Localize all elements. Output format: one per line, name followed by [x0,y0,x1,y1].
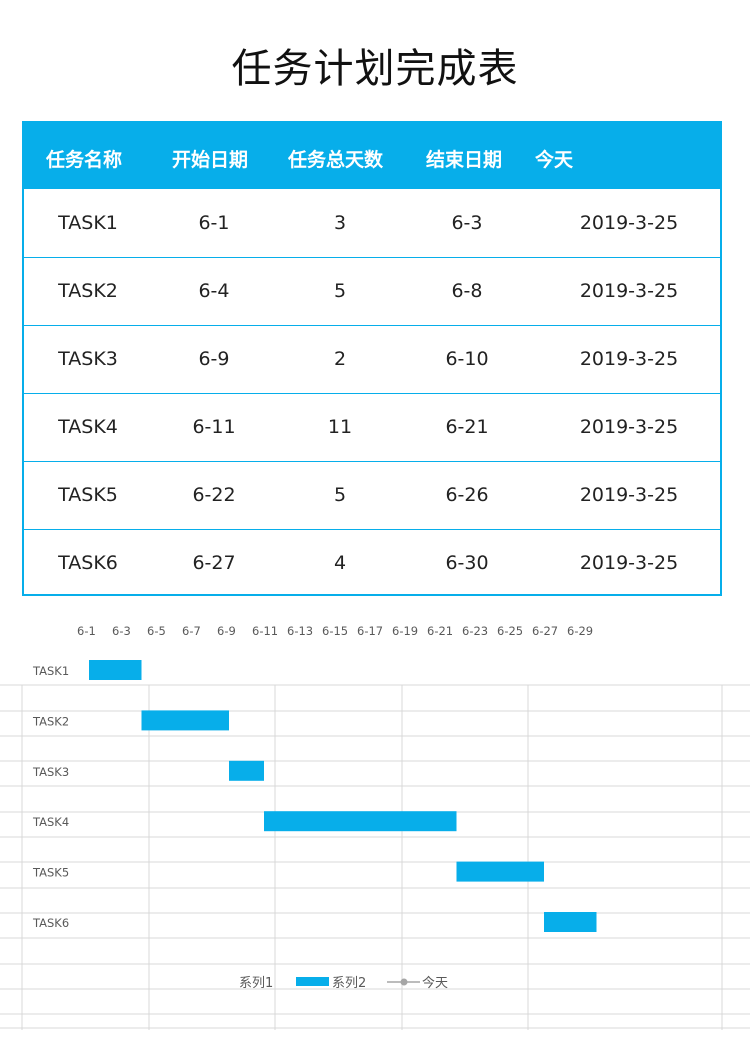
x-tick-label: 6-13 [287,624,313,638]
cell-task-name: TASK4 [58,416,118,438]
cell-total-days: 5 [333,484,347,506]
cell-total-days: 11 [327,416,353,438]
cell-today: 2019-3-25 [579,416,679,438]
cell-task-name: TASK1 [58,212,118,234]
header-start-date: 开始日期 [172,149,249,171]
category-label: TASK2 [32,714,69,728]
category-label: TASK5 [32,866,69,880]
task-table: 任务名称 开始日期 任务总天数 结束日期 今天 TASK1 6-1 3 6-3 … [22,121,722,596]
x-tick-label: 6-19 [392,624,418,638]
category-label: TASK6 [32,916,69,930]
cell-end-date: 6-26 [445,484,489,506]
task-bar [456,861,544,882]
cell-today: 2019-3-25 [579,280,679,302]
cell-end-date: 6-30 [445,552,489,574]
table-row: TASK2 6-4 5 6-8 2019-3-25 [24,257,720,326]
cell-today: 2019-3-25 [579,552,679,574]
category-label: TASK4 [32,815,69,829]
table-row: TASK5 6-22 5 6-26 2019-3-25 [24,461,720,530]
table-row: TASK1 6-1 3 6-3 2019-3-25 [24,189,720,258]
cell-total-days: 3 [333,212,347,234]
table-header: 任务名称 开始日期 任务总天数 结束日期 今天 [24,121,720,189]
cell-end-date: 6-8 [451,280,483,302]
x-tick-label: 6-23 [462,624,488,638]
cell-today: 2019-3-25 [579,484,679,506]
cell-end-date: 6-3 [451,212,483,234]
x-tick-label: 6-1 [77,624,96,638]
cell-start-date: 6-1 [198,212,230,234]
cell-task-name: TASK2 [58,280,118,302]
x-tick-label: 6-15 [322,624,348,638]
legend-label-today: 今天 [422,975,448,991]
cell-start-date: 6-11 [192,416,236,438]
x-tick-label: 6-5 [147,624,166,638]
table-row: TASK6 6-27 4 6-30 2019-3-25 [24,529,720,597]
cell-task-name: TASK3 [58,348,118,370]
x-tick-label: 6-17 [357,624,383,638]
task-bars [89,660,597,932]
cell-total-days: 5 [333,280,347,302]
cell-task-name: TASK5 [58,484,118,506]
x-tick-label: 6-3 [112,624,131,638]
cell-task-name: TASK6 [58,552,118,574]
gantt-chart: 6-1 6-3 6-5 6-7 6-9 6-11 6-13 6-15 6-17 6-19 6-21 6… [0,624,750,1030]
x-tick-label: 6-11 [252,624,278,638]
legend-label-series1: 系列1 [239,976,273,991]
task-bar [264,811,457,832]
y-axis-categories: TASK1 TASK2 TASK3 TASK4 TASK5 TASK6 [32,664,69,930]
legend-swatch-series2 [296,977,329,986]
cell-start-date: 6-4 [198,280,230,302]
x-tick-label: 6-27 [532,624,558,638]
cell-start-date: 6-27 [192,552,236,574]
task-bar [141,710,229,731]
cell-start-date: 6-9 [198,348,230,370]
cell-start-date: 6-22 [192,484,236,506]
cell-today: 2019-3-25 [579,348,679,370]
task-bar [544,912,597,932]
spreadsheet-gridlines [0,684,750,1030]
header-total-days: 任务总天数 [288,149,384,171]
task-bar [229,760,264,781]
x-tick-label: 6-21 [427,624,453,638]
x-tick-label: 6-29 [567,624,593,638]
legend-marker-today [400,978,408,986]
x-tick-label: 6-25 [497,624,523,638]
x-tick-label: 6-7 [182,624,201,638]
header-today: 今天 [535,149,574,171]
page-title: 任务计划完成表 [231,46,519,92]
table-row: TASK3 6-9 2 6-10 2019-3-25 [24,325,720,394]
category-label: TASK1 [32,664,69,678]
header-end-date: 结束日期 [426,149,503,171]
legend-label-series2: 系列2 [332,976,366,991]
chart-legend: 系列1 系列2 今天 [239,975,448,991]
header-task-name: 任务名称 [46,149,123,171]
x-axis-ticks: 6-1 6-3 6-5 6-7 6-9 6-11 6-13 6-15 6-17 6-19 6-21 6… [77,624,593,638]
task-bar [89,660,142,680]
category-label: TASK3 [32,765,69,779]
table-row: TASK4 6-11 11 6-21 2019-3-25 [24,393,720,462]
cell-end-date: 6-10 [445,348,489,370]
x-tick-label: 6-9 [217,624,236,638]
cell-today: 2019-3-25 [579,212,679,234]
cell-end-date: 6-21 [445,416,489,438]
cell-total-days: 2 [333,348,347,370]
cell-total-days: 4 [333,552,347,574]
